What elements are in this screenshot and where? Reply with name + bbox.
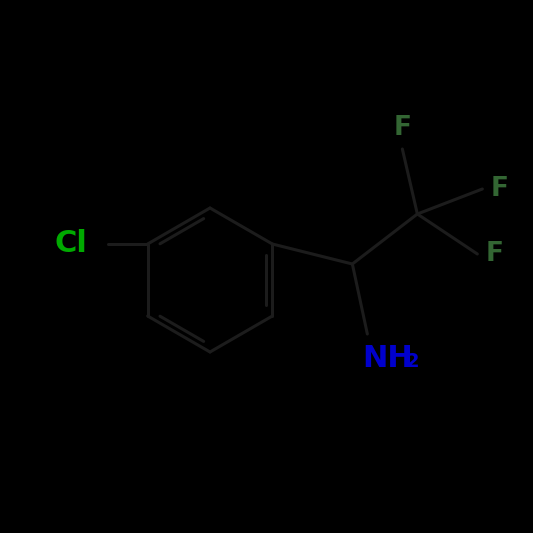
Text: F: F <box>490 176 508 202</box>
Text: F: F <box>393 115 411 141</box>
Text: Cl: Cl <box>55 230 87 259</box>
Text: F: F <box>486 241 503 267</box>
Text: NH: NH <box>362 344 413 373</box>
Text: 2: 2 <box>406 352 419 371</box>
